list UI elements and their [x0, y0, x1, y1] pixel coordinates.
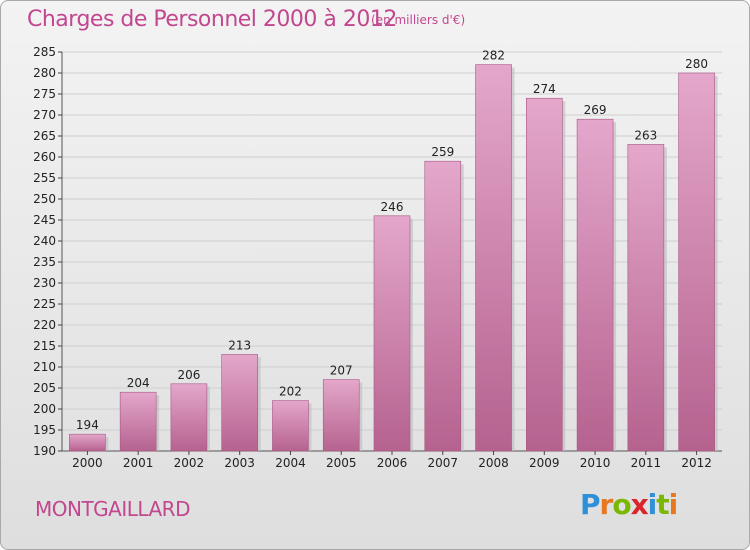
- y-tick-label: 210: [33, 360, 56, 374]
- bar-value-label: 204: [127, 376, 150, 390]
- bar: [170, 383, 208, 452]
- bar-value-label: 206: [177, 368, 200, 382]
- bar-value-label: 263: [634, 128, 657, 142]
- bar: [221, 354, 258, 452]
- logo-letter: i: [668, 488, 679, 521]
- y-tick-label: 190: [33, 444, 56, 458]
- bar: [526, 97, 563, 452]
- x-tick-label: 2004: [275, 456, 306, 470]
- bar: [424, 160, 462, 452]
- bar-value-label: 282: [482, 49, 505, 63]
- logo-letter: t: [656, 488, 669, 521]
- x-tick-label: 2003: [224, 456, 255, 470]
- y-tick-label: 195: [33, 423, 56, 437]
- y-tick-label: 270: [33, 108, 56, 122]
- bar-value-label: 207: [330, 364, 353, 378]
- bar: [475, 64, 512, 452]
- bar-value-label: 269: [584, 103, 607, 117]
- x-tick-label: 2008: [478, 456, 509, 470]
- y-tick-label: 200: [33, 402, 56, 416]
- x-tick-label: 2007: [427, 456, 458, 470]
- town-name: MONTGAILLARD: [35, 497, 190, 521]
- y-tick-label: 285: [33, 45, 56, 59]
- y-tick-label: 260: [33, 150, 56, 164]
- x-tick-label: 2012: [681, 456, 712, 470]
- y-tick-label: 205: [33, 381, 56, 395]
- logo-letter: x: [630, 488, 649, 521]
- bar-value-label: 246: [381, 200, 404, 214]
- y-tick-label: 245: [33, 213, 56, 227]
- y-tick-label: 240: [33, 234, 56, 248]
- y-tick-label: 265: [33, 129, 56, 143]
- x-tick-label: 2006: [377, 456, 408, 470]
- x-tick-label: 2005: [326, 456, 357, 470]
- x-tick-label: 2009: [529, 456, 560, 470]
- y-tick-label: 275: [33, 87, 56, 101]
- bar: [373, 215, 411, 452]
- bar-value-label: 259: [431, 145, 454, 159]
- y-tick-label: 215: [33, 339, 56, 353]
- x-tick-label: 2010: [580, 456, 611, 470]
- bar: [627, 144, 665, 452]
- logo-letter: o: [612, 488, 631, 521]
- bar: [322, 379, 360, 452]
- bar-value-label: 202: [279, 385, 302, 399]
- chart-title: Charges de Personnel 2000 à 2012: [27, 7, 397, 32]
- y-tick-label: 280: [33, 66, 56, 80]
- bar: [119, 391, 157, 452]
- x-tick-label: 2002: [174, 456, 205, 470]
- bar: [678, 72, 715, 452]
- y-tick-label: 255: [33, 171, 56, 185]
- logo-letter: i: [647, 488, 658, 521]
- bar-value-label: 274: [533, 82, 556, 96]
- bar-value-label: 194: [76, 418, 99, 432]
- bar-value-label: 280: [685, 57, 708, 71]
- y-tick-label: 230: [33, 276, 56, 290]
- logo-letter: P: [580, 488, 601, 521]
- bar: [576, 118, 614, 452]
- y-tick-label: 250: [33, 192, 56, 206]
- bar-value-label: 213: [228, 338, 251, 352]
- y-tick-label: 225: [33, 297, 56, 311]
- y-tick-label: 220: [33, 318, 56, 332]
- y-tick-label: 235: [33, 255, 56, 269]
- logo-letter: r: [599, 488, 614, 521]
- x-tick-label: 2000: [72, 456, 103, 470]
- bar: [272, 400, 309, 452]
- bar: [69, 433, 106, 452]
- x-tick-label: 2011: [631, 456, 662, 470]
- x-tick-label: 2001: [123, 456, 154, 470]
- chart-subtitle: (en milliers d'€): [371, 13, 466, 27]
- proxiti-logo: Proxiti: [580, 488, 679, 521]
